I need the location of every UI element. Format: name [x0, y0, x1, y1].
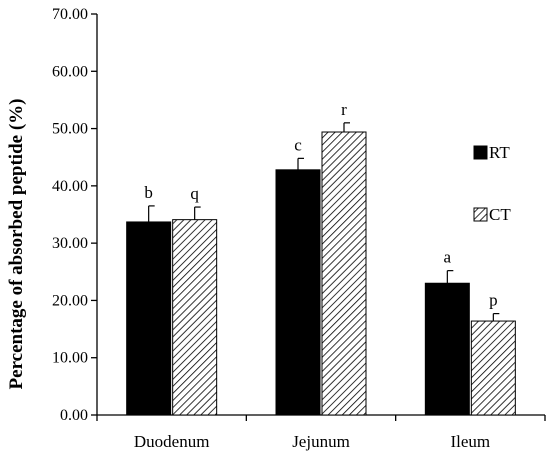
y-axis: 0.00 10.00 20.00 30.00 40.00 50.00 60.00 70.00 — [52, 6, 98, 424]
bar-ct-jejunum — [321, 131, 367, 416]
y-tick-label: 10.00 — [52, 350, 88, 367]
significance-label: q — [190, 184, 199, 203]
significance-label: p — [489, 291, 498, 310]
bar-group: b c a q r p — [126, 100, 516, 416]
y-axis-title: Percentage of absorbed peptide (%) — [6, 99, 27, 390]
bar-rt-jejunum — [275, 169, 321, 416]
y-tick-label: 20.00 — [52, 292, 88, 309]
significance-label: r — [341, 100, 347, 119]
y-tick-label: 50.00 — [52, 121, 88, 138]
x-category-label: Jejunum — [292, 432, 350, 451]
y-tick-label: 40.00 — [52, 178, 88, 195]
bar-rt-ileum — [424, 282, 470, 416]
legend-swatch-rt — [473, 145, 488, 160]
significance-label: a — [444, 248, 452, 267]
bar-ct-ileum — [470, 320, 516, 416]
x-category-label: Duodenum — [134, 432, 210, 451]
legend-label-rt: RT — [489, 143, 510, 162]
legend-label-ct: CT — [489, 205, 511, 224]
legend-swatch-ct — [473, 207, 488, 222]
y-tick-label: 30.00 — [52, 235, 88, 252]
y-tick-label: 0.00 — [60, 407, 88, 424]
y-tick-label: 60.00 — [52, 63, 88, 80]
y-tick-label: 70.00 — [52, 6, 88, 23]
legend: RT CT — [473, 143, 511, 224]
significance-label: b — [144, 183, 153, 202]
x-axis: Duodenum Jejunum Ileum — [96, 414, 546, 451]
bar-ct-duodenum — [172, 219, 218, 416]
x-category-label: Ileum — [451, 432, 491, 451]
significance-label: c — [294, 135, 302, 154]
bar-rt-duodenum — [126, 221, 172, 416]
